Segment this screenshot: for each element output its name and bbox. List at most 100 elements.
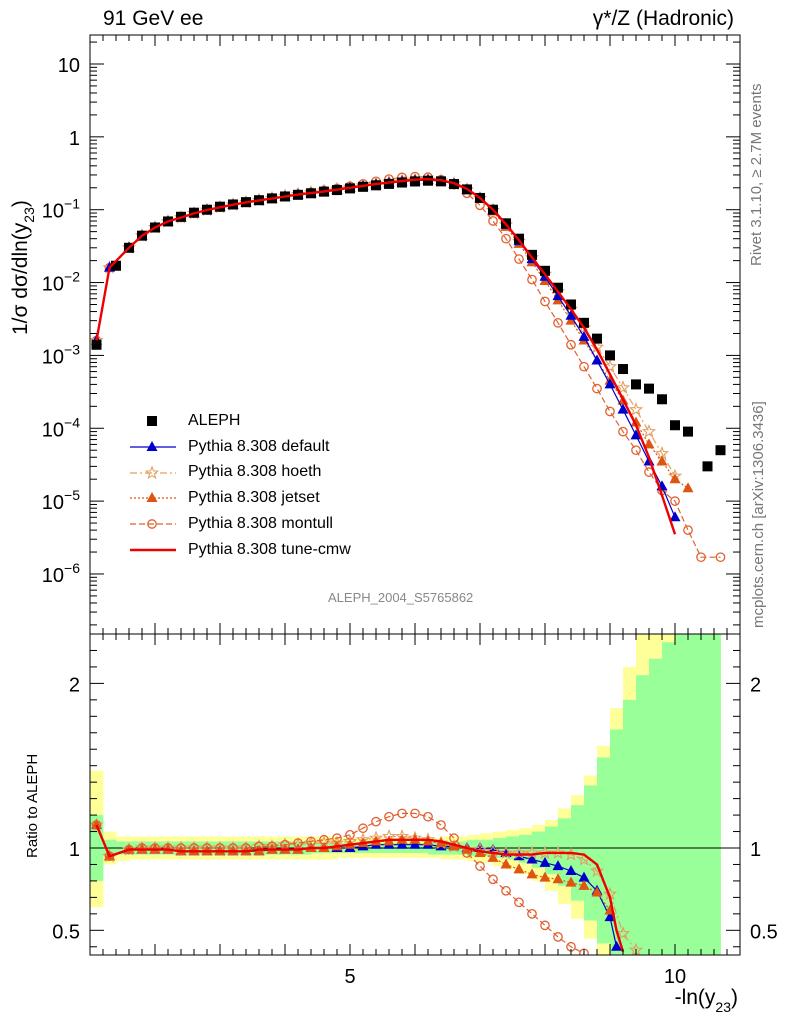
main-y-axis-label: 1/σ dσ/dln(y23) bbox=[9, 200, 37, 335]
ratio-point bbox=[550, 845, 566, 860]
ratio-y-tick-label-right: 0.5 bbox=[750, 921, 778, 943]
ratio-point bbox=[565, 876, 577, 887]
ratio-green-band-bin bbox=[584, 785, 598, 921]
main-point bbox=[631, 379, 641, 390]
ratio-point bbox=[332, 833, 342, 843]
analysis-id-label: ALEPH_2004_S5765862 bbox=[328, 590, 474, 605]
ratio-point bbox=[591, 886, 603, 897]
legend-symbol bbox=[130, 465, 176, 479]
ratio-point bbox=[565, 865, 577, 876]
legend-entry: Pythia 8.308 hoeth bbox=[128, 460, 408, 486]
main-point bbox=[397, 177, 407, 188]
ratio-green-band-bin bbox=[675, 634, 689, 955]
ratio-point bbox=[537, 845, 553, 860]
main-point bbox=[592, 383, 602, 394]
main-point bbox=[579, 317, 589, 328]
main-y-tick-label: 10−3 bbox=[42, 341, 80, 368]
main-point bbox=[696, 552, 706, 563]
main-point bbox=[488, 216, 498, 226]
ratio-point bbox=[104, 851, 115, 862]
header-left-label: 91 GeV ee bbox=[103, 7, 204, 30]
legend-label: Pythia 8.308 jetset bbox=[188, 489, 320, 507]
main-y-tick-label: 10−4 bbox=[42, 414, 80, 441]
main-point bbox=[514, 254, 524, 264]
ratio-point bbox=[514, 897, 524, 908]
legend-entry: Pythia 8.308 tune-cmw bbox=[128, 537, 408, 563]
main-point bbox=[579, 361, 589, 372]
x-tick-label: 5 bbox=[344, 966, 355, 988]
legend-label: Pythia 8.308 default bbox=[188, 437, 330, 455]
ratio-green-band-bin bbox=[649, 658, 663, 955]
ratio-y-tick-label: 1 bbox=[69, 839, 80, 861]
main-y-tick-label: 10−1 bbox=[42, 196, 80, 223]
legend-symbol bbox=[130, 519, 176, 530]
x-axis-label: -ln(y23) bbox=[675, 986, 738, 1015]
legend: ALEPH Pythia 8.308 default Pythia 8.308 ho… bbox=[128, 408, 408, 563]
ratio-point bbox=[526, 868, 538, 879]
main-point bbox=[591, 354, 603, 365]
ratio-green-band-bin bbox=[701, 634, 721, 955]
main-series-group bbox=[90, 171, 726, 563]
main-point bbox=[656, 455, 668, 466]
ratio-y-tick-label-right: 2 bbox=[750, 674, 761, 696]
ratio-point bbox=[436, 820, 446, 830]
main-y-tick-label: 10−6 bbox=[42, 560, 80, 587]
main-point bbox=[630, 416, 642, 427]
main-point bbox=[592, 333, 602, 344]
main-point bbox=[628, 402, 644, 416]
rivet-version-label: Rivet 3.1.10, ≥ 2.7M events bbox=[748, 83, 765, 267]
ratio-point bbox=[449, 833, 459, 843]
ratio-point bbox=[358, 823, 368, 834]
ratio-point bbox=[615, 926, 631, 940]
ratio-point bbox=[552, 860, 564, 871]
main-point bbox=[371, 180, 381, 191]
ratio-plot-panel: 0.5 0.5 1 1 2 2 Ratio to ALEPH bbox=[24, 633, 778, 956]
ratio-point bbox=[163, 843, 173, 853]
ratio-point bbox=[540, 920, 550, 931]
legend-entry: Pythia 8.308 jetset bbox=[128, 485, 408, 511]
main-point bbox=[540, 296, 550, 307]
main-point bbox=[641, 424, 657, 438]
main-y-tick-label: 10 bbox=[58, 55, 80, 77]
ratio-point bbox=[589, 863, 605, 878]
main-point bbox=[501, 233, 511, 244]
main-point bbox=[578, 330, 590, 341]
main-point bbox=[669, 511, 681, 522]
legend-label: ALEPH bbox=[188, 411, 241, 429]
main-point bbox=[617, 403, 629, 414]
ratio-green-band-bin bbox=[688, 634, 702, 955]
ratio-point bbox=[526, 853, 538, 864]
main-point bbox=[552, 290, 564, 301]
legend-symbol bbox=[130, 440, 176, 451]
main-point bbox=[618, 426, 628, 437]
main-point bbox=[683, 426, 693, 437]
main-point bbox=[566, 299, 576, 310]
main-point bbox=[91, 339, 102, 350]
main-y-tick-label: 10−2 bbox=[42, 269, 80, 296]
ratio-point bbox=[487, 851, 499, 862]
legend-entry: ALEPH bbox=[128, 408, 408, 434]
legend-label: Pythia 8.308 hoeth bbox=[188, 463, 322, 481]
ratio-green-band-bin bbox=[636, 675, 650, 955]
main-point bbox=[604, 378, 616, 389]
main-point bbox=[615, 380, 631, 394]
ratio-point bbox=[319, 834, 329, 845]
main-point bbox=[683, 525, 693, 535]
main-point bbox=[423, 175, 433, 186]
ratio-point bbox=[345, 829, 355, 840]
ratio-green-band-bin bbox=[610, 729, 624, 955]
main-point bbox=[618, 364, 628, 375]
legend-entry: Pythia 8.308 default bbox=[128, 434, 408, 460]
ratio-point bbox=[552, 873, 564, 884]
ratio-point bbox=[397, 808, 407, 819]
main-point bbox=[553, 317, 563, 328]
ratio-point bbox=[527, 908, 537, 919]
ratio-green-band-bin bbox=[623, 699, 637, 955]
ratio-point bbox=[150, 843, 160, 853]
ratio-series-group bbox=[90, 808, 644, 955]
main-y-tick-label: 1 bbox=[69, 128, 80, 150]
ratio-point bbox=[371, 816, 381, 827]
main-point bbox=[566, 339, 576, 350]
x-tick-label: 10 bbox=[664, 966, 686, 988]
main-point bbox=[670, 496, 680, 506]
